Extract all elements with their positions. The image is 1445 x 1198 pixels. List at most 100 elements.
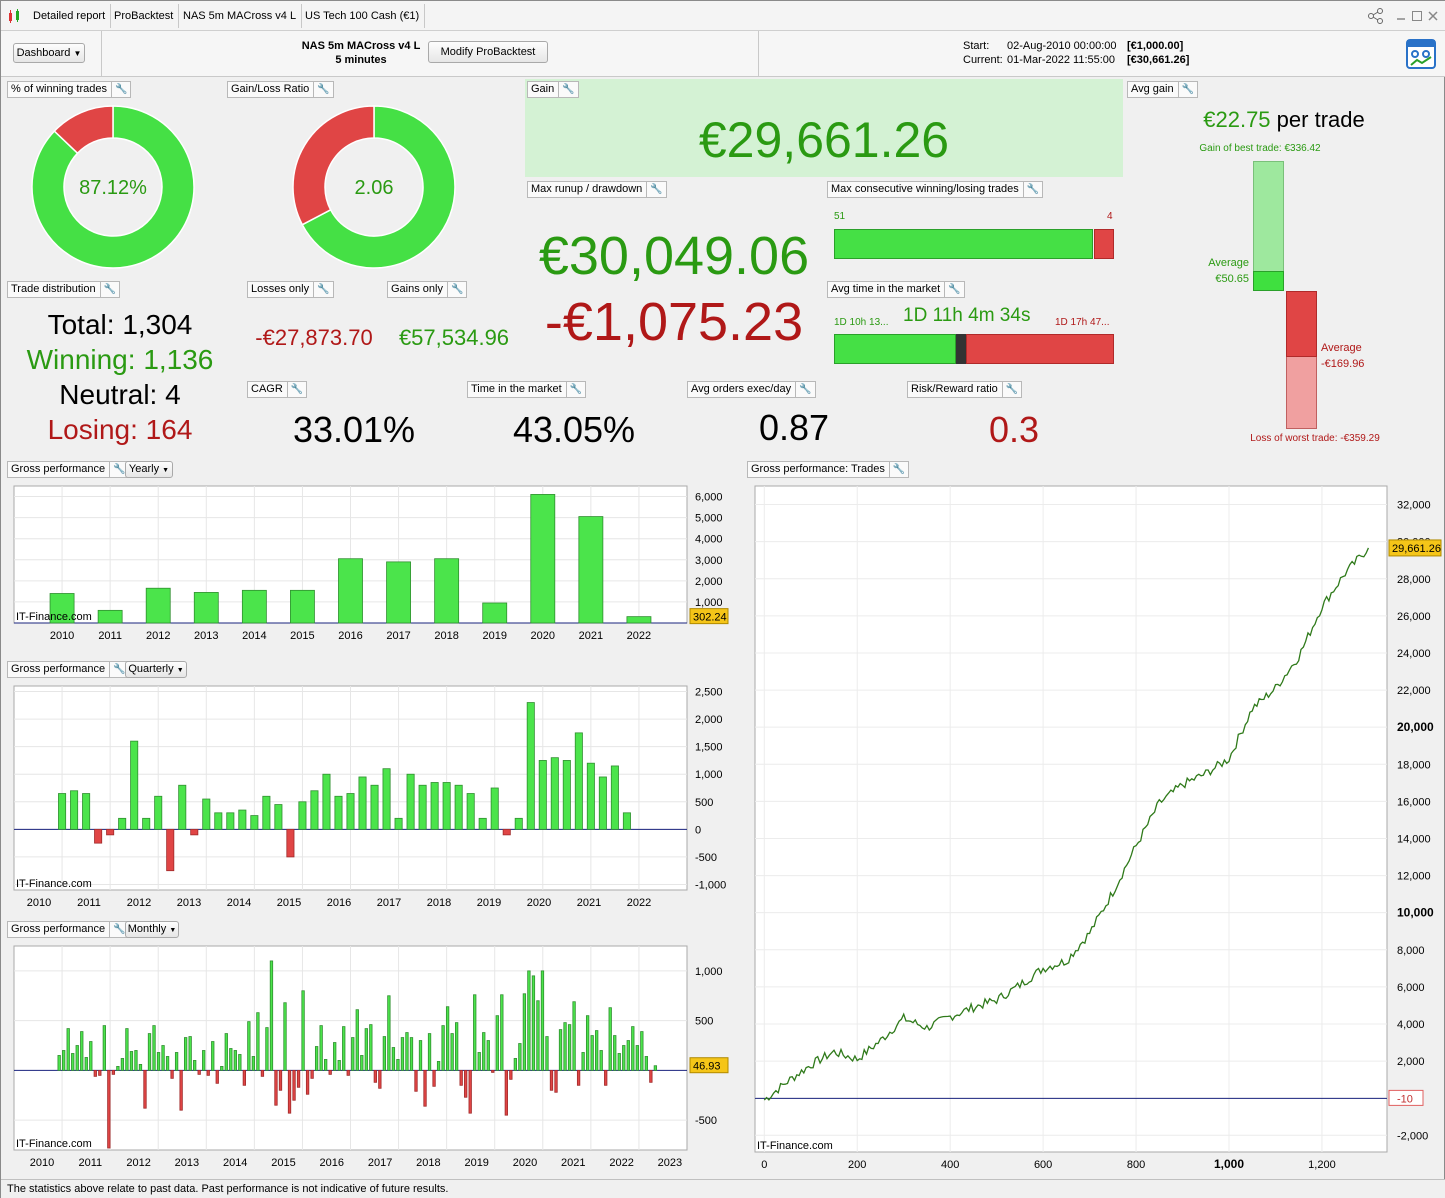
avg-loss-value: -€169.96 xyxy=(1321,358,1365,370)
x-tick-label: 2016 xyxy=(320,1157,344,1169)
modify-probacktest-button[interactable]: Modify ProBacktest xyxy=(428,41,548,63)
wrench-icon[interactable]: 🔧 xyxy=(565,382,582,397)
x-tick-label: 200 xyxy=(848,1159,866,1171)
x-tick-label: 2018 xyxy=(434,630,458,642)
bar xyxy=(334,795,343,830)
wrench-icon[interactable]: 🔧 xyxy=(646,182,663,197)
bar xyxy=(346,793,355,830)
equity-curve xyxy=(763,547,1370,1101)
tab-detailed-report[interactable]: Detailed report xyxy=(28,4,112,28)
wrench-icon[interactable]: 🔧 xyxy=(1177,82,1194,97)
y-tick-label: 2,000 xyxy=(695,576,723,588)
bar xyxy=(473,994,477,1071)
yearly-period-select[interactable]: Yearly ▼ xyxy=(125,461,173,478)
consecutive-loss-bar xyxy=(1094,229,1114,259)
wrench-icon[interactable]: 🔧 xyxy=(1022,182,1039,197)
wrench-icon[interactable]: 🔧 xyxy=(446,282,463,297)
yearly-chart: 6,000 5,000 4,000 3,000 2,000 1,000 2010 2011 20… xyxy=(13,485,729,642)
gain-loss-donut: 2.06 xyxy=(292,105,456,269)
donut-win-slice xyxy=(301,105,456,269)
bar xyxy=(301,990,305,1071)
bar xyxy=(626,1040,630,1071)
wrench-icon[interactable]: 🔧 xyxy=(558,82,575,97)
wrench-icon[interactable]: 🔧 xyxy=(99,282,116,297)
bar xyxy=(241,589,267,624)
y-tick-label: 6,000 xyxy=(695,492,723,504)
bar xyxy=(296,1069,301,1088)
dashboard-label: Dashboard xyxy=(16,47,71,59)
bar xyxy=(229,1048,233,1071)
x-tick-label: 1,200 xyxy=(1308,1159,1336,1171)
x-tick-label: 2015 xyxy=(277,897,301,909)
bar xyxy=(518,1043,522,1071)
dashboard-dropdown[interactable]: Dashboard ▼ xyxy=(13,43,85,63)
wrench-icon[interactable]: 🔧 xyxy=(313,282,330,297)
quarterly-period-select[interactable]: Quarterly ▼ xyxy=(125,661,187,678)
wrench-icon[interactable]: 🔧 xyxy=(109,662,126,677)
wrench-icon[interactable]: 🔧 xyxy=(313,82,330,97)
bar xyxy=(445,1006,450,1071)
bar xyxy=(193,592,219,624)
close-icon[interactable] xyxy=(1427,9,1439,21)
y-tick-label: 26,000 xyxy=(1397,611,1431,623)
share-icon[interactable] xyxy=(1367,7,1385,25)
bar xyxy=(598,776,607,830)
bar xyxy=(138,1064,143,1071)
wrench-icon[interactable]: 🔧 xyxy=(109,922,126,937)
bar xyxy=(653,1065,658,1071)
monthly-period-select[interactable]: Monthly ▼ xyxy=(125,921,179,938)
x-tick-label: 2022 xyxy=(609,1157,633,1169)
best-trade-label: Gain of best trade: €336.42 xyxy=(1199,143,1321,154)
avg-gain-panel: Avg gain 🔧 €22.75 per trade Gain of best … xyxy=(1125,79,1443,455)
wrench-icon[interactable]: 🔧 xyxy=(109,462,126,477)
last-value-box xyxy=(689,608,729,625)
tab-strategy[interactable]: NAS 5m MACross v4 L xyxy=(178,4,303,28)
start-label: Start: xyxy=(963,40,990,52)
bar xyxy=(161,1045,165,1071)
bar xyxy=(274,804,283,830)
timeframe: 5 minutes xyxy=(335,54,387,66)
bar xyxy=(102,1025,106,1071)
cagr-panel: CAGR 🔧 33.01% xyxy=(245,379,463,457)
zero-value-label: -10 xyxy=(1397,1093,1413,1105)
bar xyxy=(450,1033,454,1071)
bar xyxy=(455,1022,459,1071)
bar xyxy=(567,1024,572,1071)
wrench-icon[interactable]: 🔧 xyxy=(111,82,127,97)
bar xyxy=(526,702,535,830)
x-tick-label: 2021 xyxy=(577,897,601,909)
x-tick-label: 2022 xyxy=(627,630,651,642)
bar xyxy=(360,1055,364,1071)
x-tick-label: 400 xyxy=(941,1159,959,1171)
chart-app-icon xyxy=(7,8,23,24)
runup-label: Max runup / drawdown 🔧 xyxy=(527,181,667,198)
max-drawdown-value: -€1,075.23 xyxy=(544,292,804,352)
bar xyxy=(581,1052,585,1071)
y-tick-label: 2,500 xyxy=(695,687,723,699)
y-tick-label: 2,000 xyxy=(695,714,723,726)
wrench-icon[interactable]: 🔧 xyxy=(944,282,961,297)
bar xyxy=(590,1035,594,1071)
tab-probacktest[interactable]: ProBacktest xyxy=(109,4,180,28)
bar xyxy=(215,1069,219,1084)
wrench-icon[interactable]: 🔧 xyxy=(1001,382,1018,397)
last-value-label: 46.93 xyxy=(693,1061,721,1073)
bar xyxy=(120,1058,125,1071)
wrench-icon[interactable]: 🔧 xyxy=(286,382,303,397)
x-tick-label: 2016 xyxy=(338,630,362,642)
bar xyxy=(125,1028,129,1071)
maximize-icon[interactable] xyxy=(1411,9,1423,21)
wrench-icon[interactable]: 🔧 xyxy=(888,462,905,477)
disclaimer: The statistics above relate to past data… xyxy=(1,1179,1445,1198)
bar xyxy=(527,970,531,1071)
tab-instrument[interactable]: US Tech 100 Cash (€1) xyxy=(300,4,426,28)
report-settings-icon[interactable] xyxy=(1406,39,1436,69)
minimize-icon[interactable] xyxy=(1395,9,1407,21)
trade-distribution-label: Trade distribution 🔧 xyxy=(7,281,121,298)
wrench-icon[interactable]: 🔧 xyxy=(795,382,812,397)
winning-trades-donut: 87.12% xyxy=(31,105,195,269)
bar xyxy=(324,1059,328,1071)
avg-win-bar xyxy=(1253,271,1284,291)
bar xyxy=(595,1030,599,1071)
avg-time-win-bar xyxy=(834,334,956,364)
